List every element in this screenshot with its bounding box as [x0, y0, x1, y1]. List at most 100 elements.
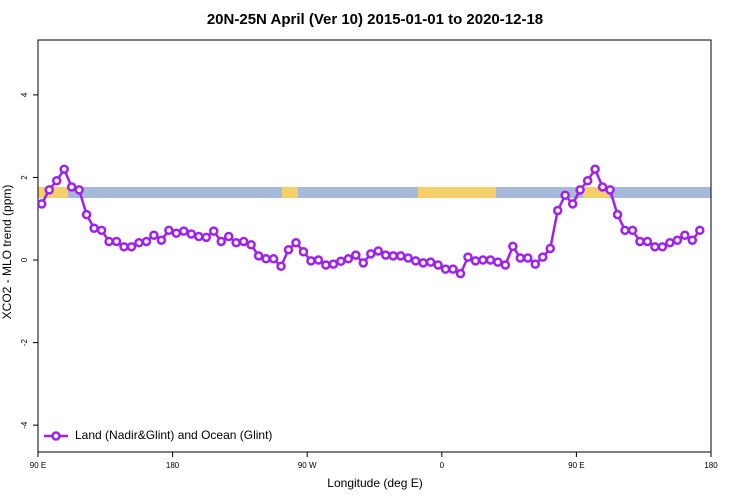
point	[89, 223, 99, 233]
point	[74, 185, 84, 195]
point	[149, 230, 159, 241]
legend-marker	[51, 431, 61, 441]
point	[261, 254, 271, 264]
point	[448, 264, 458, 274]
point	[141, 236, 152, 247]
point	[179, 226, 189, 236]
point	[96, 225, 107, 236]
point	[231, 237, 241, 248]
point	[81, 209, 92, 220]
point	[253, 251, 264, 261]
point	[493, 257, 503, 267]
point	[366, 249, 376, 259]
x-tick-label: 0	[440, 461, 445, 470]
point	[134, 237, 144, 248]
y-tick-label: 2	[20, 175, 29, 180]
point	[238, 236, 249, 247]
point	[66, 182, 77, 192]
plot-frame	[37, 39, 712, 453]
point	[410, 256, 421, 266]
point	[380, 250, 391, 260]
point	[156, 235, 167, 245]
point	[455, 268, 466, 279]
point	[343, 254, 354, 264]
point	[642, 236, 653, 247]
x-tick-label: 90 E	[30, 461, 46, 470]
point	[567, 199, 578, 209]
point	[104, 236, 114, 247]
point	[328, 259, 339, 269]
point	[358, 258, 369, 268]
x-axis-label: Longitude (deg E)	[327, 476, 422, 490]
point	[111, 236, 122, 247]
point	[552, 205, 563, 216]
point	[695, 225, 705, 236]
point	[680, 230, 690, 241]
point	[530, 259, 541, 269]
point	[538, 252, 548, 262]
point	[186, 229, 197, 239]
point	[208, 226, 219, 236]
point	[478, 255, 488, 265]
x-tick-label: 180	[166, 461, 180, 470]
x-tick-label: 90 W	[298, 461, 317, 470]
point	[560, 190, 570, 200]
point	[403, 253, 413, 263]
point	[508, 241, 518, 252]
point	[44, 185, 54, 195]
point	[440, 264, 451, 274]
y-tick-label: -4	[20, 421, 29, 429]
point	[36, 199, 47, 209]
x-tick-label: 180	[704, 461, 718, 470]
point	[650, 242, 660, 252]
point	[605, 185, 615, 195]
point	[336, 256, 346, 267]
point	[126, 242, 137, 252]
point	[216, 236, 226, 247]
point	[418, 258, 428, 268]
x-tick-label: 90 E	[568, 461, 584, 470]
point	[620, 225, 630, 236]
point	[582, 176, 593, 186]
point	[194, 231, 204, 242]
point	[687, 235, 698, 245]
y-tick-label: -2	[20, 338, 29, 346]
legend-label: Land (Nadir&Glint) and Ocean (Glint)	[75, 428, 272, 442]
point	[313, 255, 324, 265]
point	[306, 256, 316, 266]
point	[388, 251, 398, 261]
point	[298, 247, 309, 257]
chart-title: 20N-25N April (Ver 10) 2015-01-01 to 202…	[207, 11, 543, 28]
point	[590, 164, 600, 174]
point	[201, 232, 211, 243]
point	[485, 255, 496, 265]
point	[321, 260, 331, 270]
point	[597, 182, 608, 192]
point	[51, 176, 62, 186]
point	[515, 253, 526, 263]
point	[463, 252, 473, 262]
point	[351, 250, 361, 260]
point	[627, 225, 638, 236]
point	[657, 242, 668, 252]
point	[635, 236, 645, 247]
point	[291, 237, 301, 248]
point	[395, 251, 406, 261]
point	[59, 164, 69, 174]
point	[470, 256, 481, 266]
point	[268, 254, 279, 264]
point	[171, 228, 182, 238]
point	[425, 257, 436, 267]
point	[433, 260, 443, 270]
y-axis-label: XCO2 - MLO trend (ppm)	[0, 185, 14, 320]
point	[672, 235, 683, 245]
point	[575, 185, 585, 195]
point	[500, 260, 511, 270]
point	[223, 231, 234, 242]
point	[164, 225, 174, 236]
point	[545, 243, 555, 254]
point	[523, 253, 533, 263]
point	[276, 261, 286, 271]
point	[665, 237, 675, 248]
